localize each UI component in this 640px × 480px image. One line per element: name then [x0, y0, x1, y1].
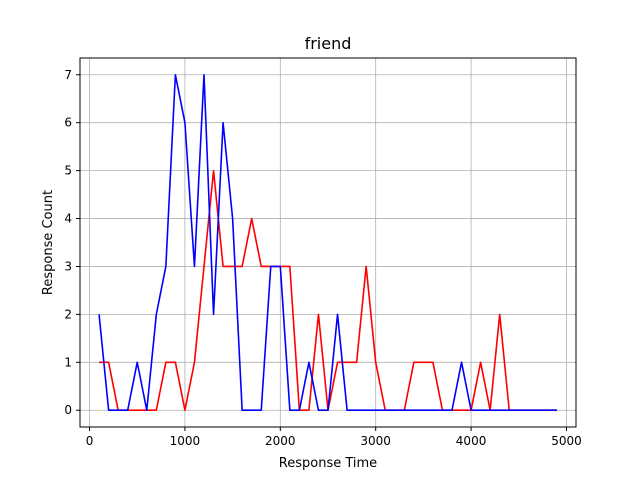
axis-ticks: 0 1000 2000 3000 4000 5000 0 1 2 3 4 5 6 7 — [64, 68, 581, 448]
x-tick-label: 3000 — [360, 434, 391, 448]
y-tick-label: 7 — [64, 68, 72, 82]
y-tick-label: 2 — [64, 307, 72, 321]
y-tick-label: 5 — [64, 164, 72, 178]
chart-title: friend — [305, 34, 352, 53]
plot-frame — [79, 57, 577, 428]
y-tick-label: 1 — [64, 355, 72, 369]
y-tick-label: 4 — [64, 212, 72, 226]
y-tick-label: 3 — [64, 259, 72, 273]
x-tick-label: 1000 — [170, 434, 201, 448]
x-tick-label: 2000 — [265, 434, 296, 448]
y-tick-label: 0 — [64, 403, 72, 417]
x-tick-label: 5000 — [551, 434, 582, 448]
series-layer — [98, 73, 557, 412]
series-line-1 — [99, 169, 557, 412]
x-tick-label: 4000 — [456, 434, 487, 448]
grid — [80, 58, 576, 427]
y-axis-label: Response Count — [41, 190, 56, 295]
x-axis-label: Response Time — [279, 456, 377, 471]
y-tick-label: 6 — [64, 116, 72, 130]
series-line-2 — [98, 73, 557, 412]
x-tick-label: 0 — [86, 434, 94, 448]
